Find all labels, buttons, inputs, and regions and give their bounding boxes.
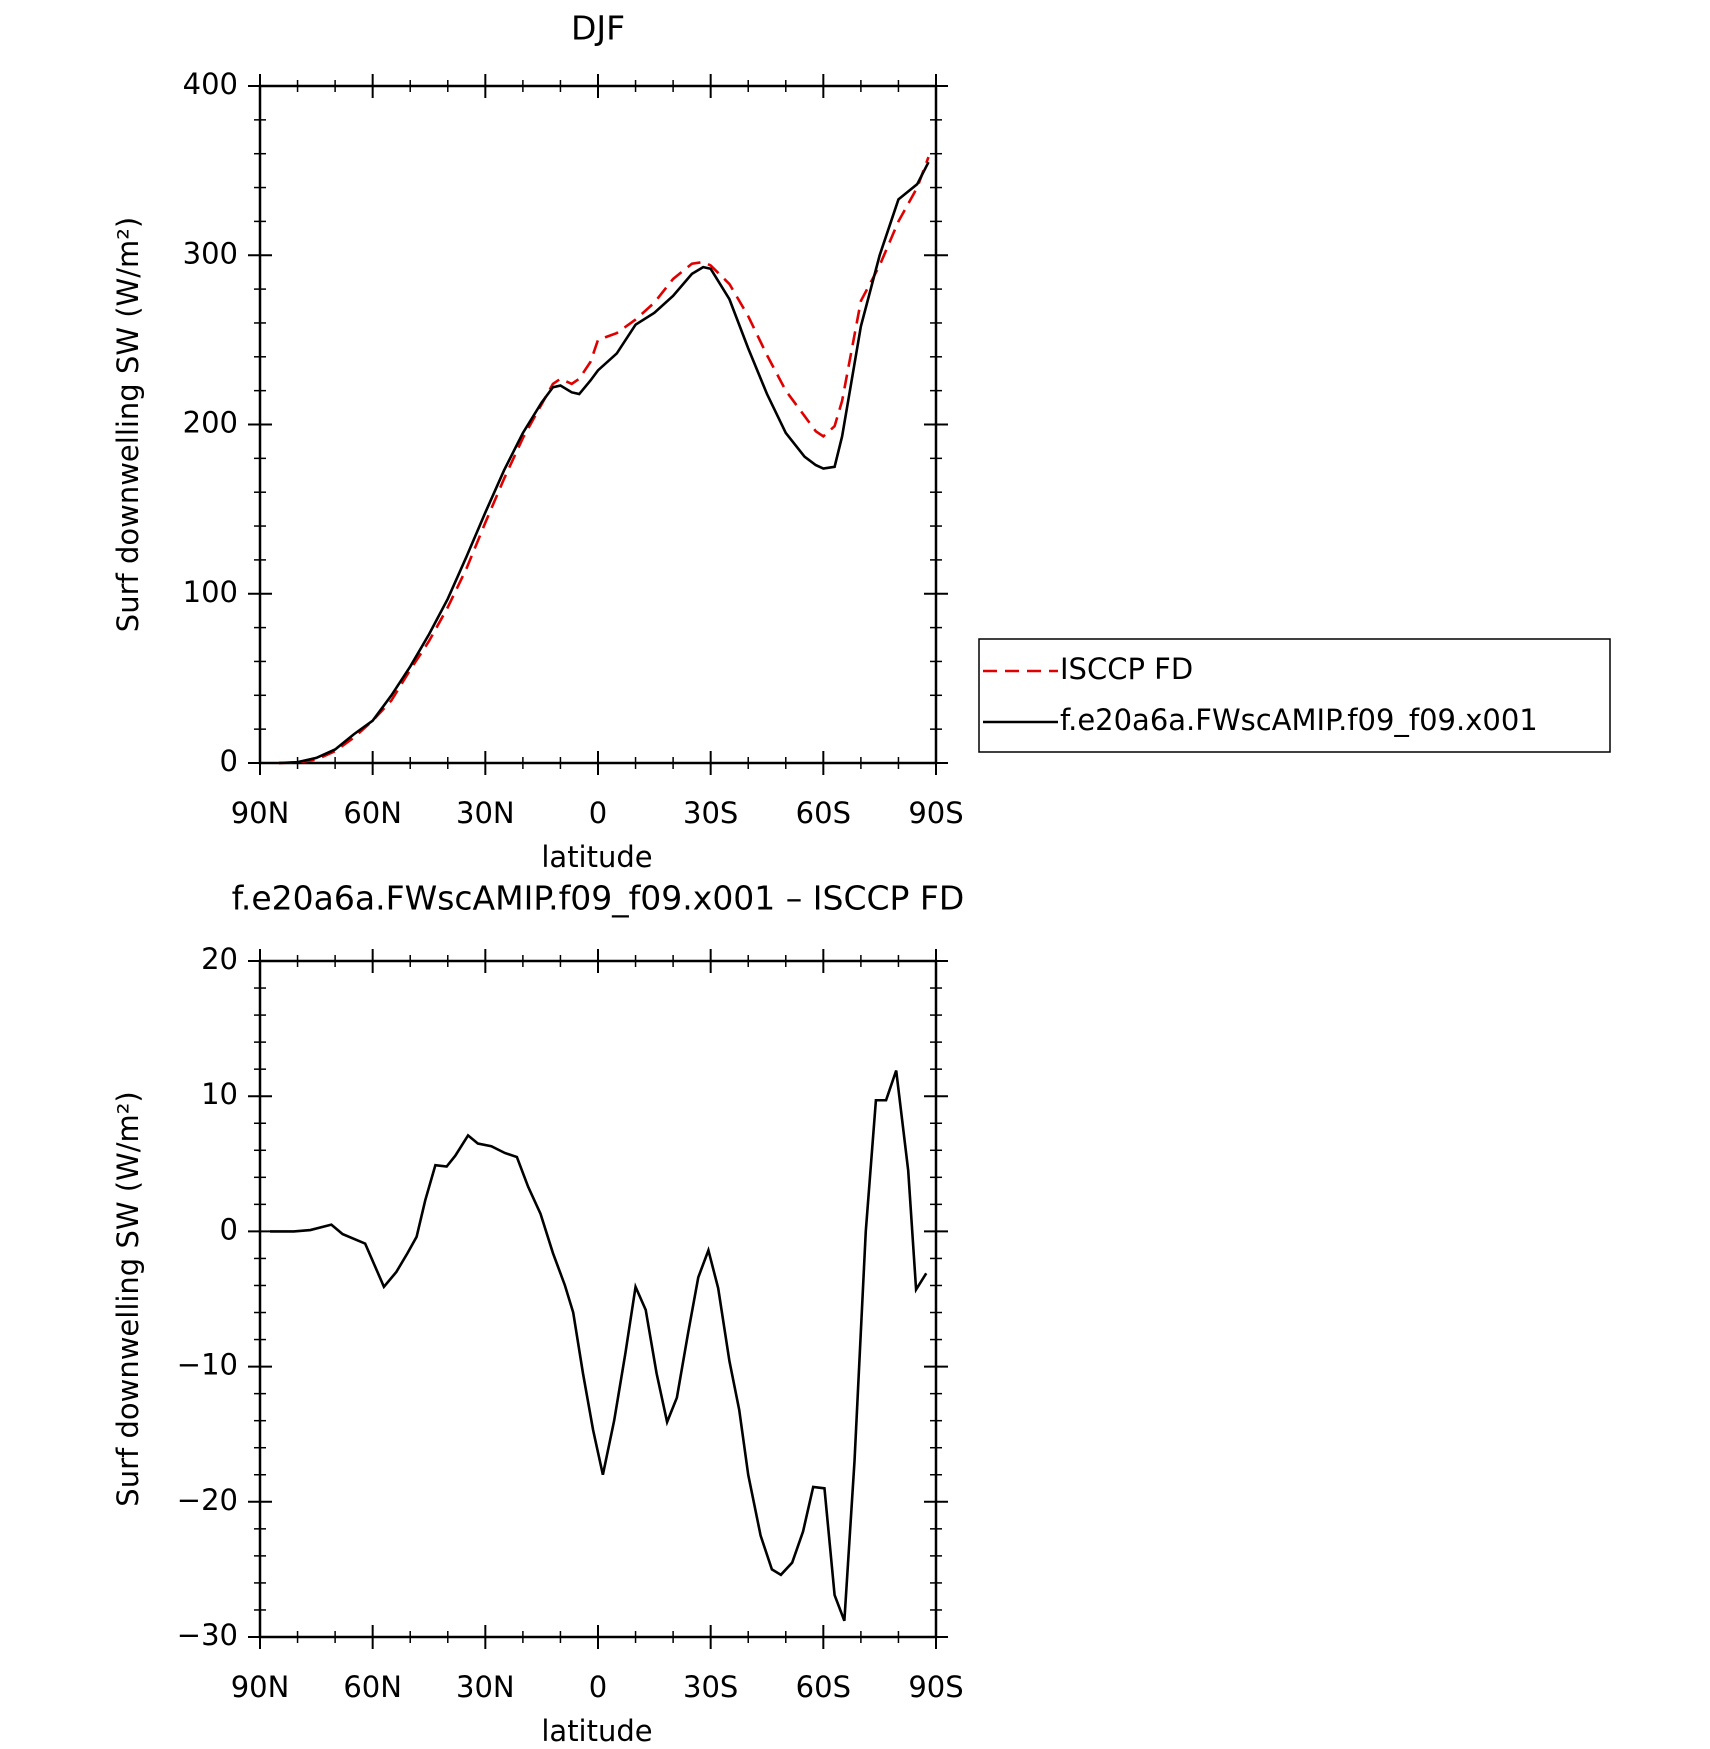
y-tick-label: 10 [201, 1077, 238, 1111]
y-axis-label: Surf downwelling SW (W/m²) [111, 217, 145, 632]
x-tick-label: 90N [231, 796, 290, 830]
x-tick-label: 0 [589, 1670, 607, 1704]
y-tick-label: 200 [183, 406, 238, 440]
x-tick-label: 30S [683, 1670, 738, 1704]
x-tick-label: 30N [456, 796, 515, 830]
y-tick-label: 300 [183, 236, 238, 270]
x-axis-label: latitude [541, 1714, 652, 1745]
plot-frame [258, 959, 938, 1639]
chart-title: DJF [571, 9, 625, 48]
y-tick-label: 100 [183, 575, 238, 609]
legend-label: f.e20a6a.FWscAMIP.f09_f09.x001 [1060, 703, 1538, 737]
y-tick-label: −10 [177, 1348, 238, 1382]
y-axis-label: Surf downwelling SW (W/m²) [111, 1091, 145, 1506]
x-tick-label: 90S [908, 1670, 963, 1704]
x-tick-label: 60N [343, 1670, 402, 1704]
x-tick-label: 30N [456, 1670, 515, 1704]
x-tick-label: 30S [683, 796, 738, 830]
panel: DJF 0 100 200 300 400 90N 60N 30N 0 30S 60S 90S latit… [111, 9, 964, 875]
data-line [278, 156, 930, 765]
x-tick-label: 60S [796, 796, 851, 830]
legend-label: ISCCP FD [1060, 652, 1193, 686]
legend: ISCCP FD f.e20a6a.FWscAMIP.f09_f09.x001 [978, 638, 1611, 753]
legend-box [978, 638, 1611, 753]
x-tick-label: 0 [589, 796, 607, 830]
y-tick-label: 400 [183, 67, 238, 101]
data-line [270, 1070, 928, 1622]
y-tick-label: −20 [177, 1483, 238, 1517]
data-line [278, 161, 930, 765]
chart-title: f.e20a6a.FWscAMIP.f09_f09.x001 – ISCCP F… [232, 879, 965, 918]
y-tick-label: −30 [177, 1618, 238, 1652]
x-tick-label: 90S [908, 796, 963, 830]
x-tick-label: 90N [231, 1670, 290, 1704]
y-tick-label: 0 [220, 1212, 238, 1246]
y-tick-label: 20 [201, 942, 238, 976]
plot-frame [258, 84, 938, 765]
panel: f.e20a6a.FWscAMIP.f09_f09.x001 – ISCCP F… [111, 879, 965, 1749]
x-tick-label: 60S [796, 1670, 851, 1704]
x-axis-label: latitude [541, 840, 652, 874]
x-tick-label: 60N [343, 796, 402, 830]
y-tick-label: 0 [220, 744, 238, 778]
